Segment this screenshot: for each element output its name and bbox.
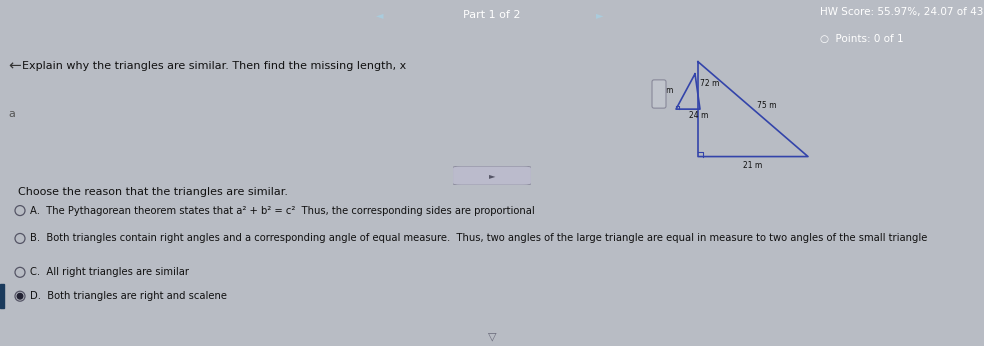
Text: 24 m: 24 m	[689, 111, 708, 120]
Text: ►: ►	[489, 171, 495, 180]
Text: Explain why the triangles are similar. Then find the missing length, x: Explain why the triangles are similar. T…	[22, 61, 406, 71]
Text: 75 m: 75 m	[757, 101, 776, 110]
Text: HW Score: 55.97%, 24.07 of 43 points: HW Score: 55.97%, 24.07 of 43 points	[820, 7, 984, 17]
Text: ←: ←	[8, 58, 21, 73]
Circle shape	[17, 293, 23, 299]
Text: 72 m: 72 m	[700, 80, 719, 89]
Text: ◄: ◄	[376, 10, 384, 20]
Text: ▽: ▽	[488, 331, 496, 341]
FancyBboxPatch shape	[453, 166, 531, 185]
Text: Choose the reason that the triangles are similar.: Choose the reason that the triangles are…	[18, 187, 288, 197]
Text: 25 m: 25 m	[653, 86, 673, 95]
Text: C.  All right triangles are similar: C. All right triangles are similar	[30, 267, 189, 277]
Bar	[0, 284, 4, 308]
Text: Part 1 of 2: Part 1 of 2	[463, 10, 521, 20]
Text: ►: ►	[596, 10, 604, 20]
Text: D.  Both triangles are right and scalene: D. Both triangles are right and scalene	[30, 291, 227, 301]
Text: 21 m: 21 m	[743, 161, 763, 170]
Text: ○  Points: 0 of 1: ○ Points: 0 of 1	[820, 34, 903, 44]
Text: a: a	[8, 109, 15, 119]
Text: A.  The Pythagorean theorem states that a² + b² = c²  Thus, the corresponding si: A. The Pythagorean theorem states that a…	[30, 206, 534, 216]
FancyBboxPatch shape	[652, 80, 666, 108]
Text: B.  Both triangles contain right angles and a corresponding angle of equal measu: B. Both triangles contain right angles a…	[30, 234, 927, 244]
